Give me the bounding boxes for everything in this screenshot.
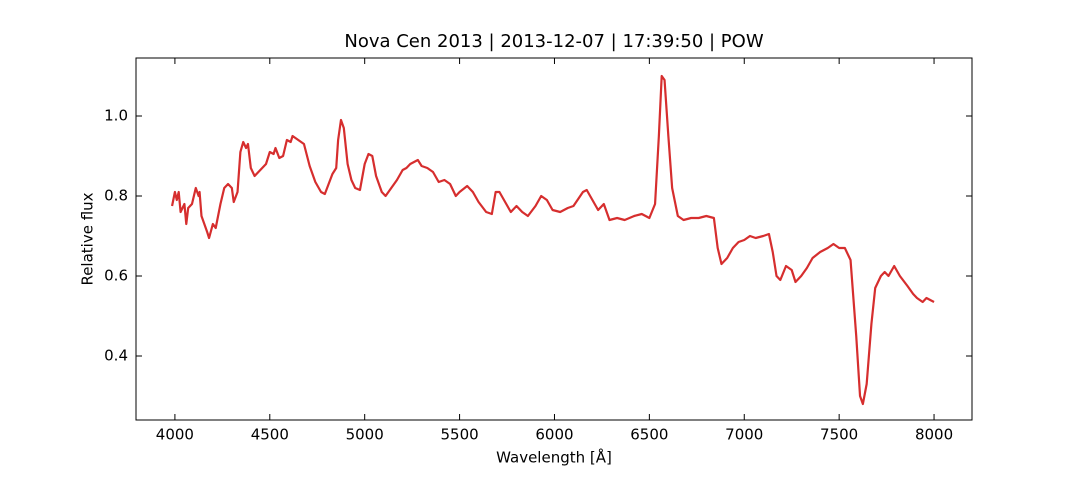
y-axis-label: Relative flux xyxy=(79,192,97,285)
x-tick-label: 7500 xyxy=(820,426,858,444)
plot-frame xyxy=(135,57,973,421)
y-tick-label: 0.4 xyxy=(104,347,128,365)
x-tick-label: 6000 xyxy=(535,426,573,444)
x-tick-label: 8000 xyxy=(915,426,953,444)
x-axis-label: Wavelength [Å] xyxy=(496,448,612,467)
y-tick-label: 0.8 xyxy=(104,187,128,205)
x-tick-label: 5500 xyxy=(440,426,478,444)
y-tick-label: 1.0 xyxy=(104,107,128,125)
y-tick-label: 0.6 xyxy=(104,267,128,285)
x-tick-label: 5000 xyxy=(346,426,384,444)
x-tick-label: 6500 xyxy=(630,426,668,444)
x-tick-label: 4500 xyxy=(251,426,289,444)
spectrum-line xyxy=(170,74,935,406)
x-tick-label: 4000 xyxy=(156,426,194,444)
x-tick-label: 7000 xyxy=(725,426,763,444)
chart-title: Nova Cen 2013 | 2013-12-07 | 17:39:50 | … xyxy=(344,31,763,52)
